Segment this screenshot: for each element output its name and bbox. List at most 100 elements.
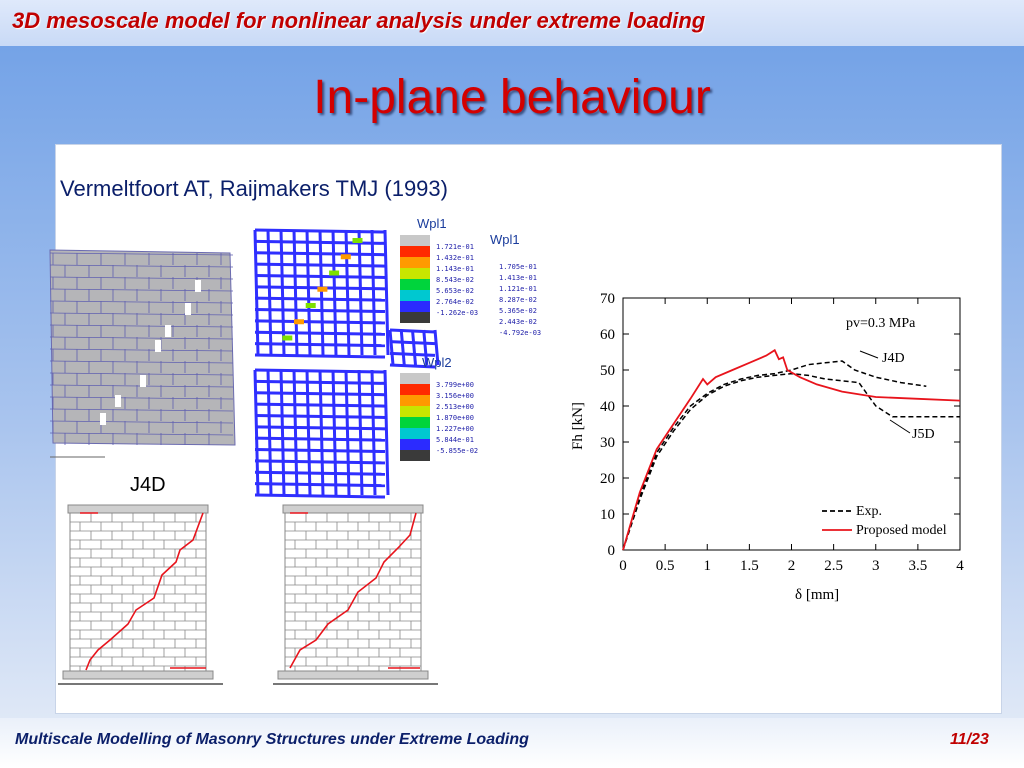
legend-value: 8.543e-02 bbox=[436, 276, 474, 284]
mesh-column bbox=[292, 229, 299, 356]
deformed-wall-figure bbox=[49, 249, 236, 458]
legend-swatch bbox=[400, 406, 430, 417]
series-line bbox=[622, 360, 927, 551]
x-tick-label: 1.5 bbox=[740, 558, 759, 574]
legend-value: 1.705e-01 bbox=[499, 263, 537, 271]
bed-joint bbox=[49, 324, 234, 328]
base-beam bbox=[62, 670, 214, 680]
bed-joint bbox=[49, 372, 234, 376]
y-tick-label: 10 bbox=[600, 507, 615, 523]
top-beam bbox=[282, 504, 424, 514]
legend-value: 2.513e+00 bbox=[436, 403, 474, 411]
legend-swatch bbox=[400, 312, 430, 323]
slide-title: In-plane behaviour bbox=[313, 71, 711, 124]
bed-joint bbox=[49, 360, 234, 364]
mesh-column bbox=[344, 229, 351, 356]
crack-gap bbox=[155, 340, 161, 352]
y-tick-label: 50 bbox=[600, 363, 615, 379]
bed-joint bbox=[49, 264, 234, 268]
header-title: 3D mesoscale model for nonlinear analysi… bbox=[12, 8, 706, 33]
bed-joint bbox=[49, 300, 234, 304]
mesh-column bbox=[279, 369, 286, 496]
mesh-column bbox=[292, 369, 299, 496]
damage-band bbox=[340, 254, 351, 260]
mesh-column bbox=[399, 329, 406, 366]
legend-value: 3.799e+00 bbox=[436, 381, 474, 389]
x-tick-label: 2 bbox=[788, 558, 796, 574]
page-number: 11/23 bbox=[950, 731, 989, 748]
legend-swatch bbox=[400, 246, 430, 257]
mesh-column bbox=[331, 369, 338, 496]
mesh-column bbox=[266, 369, 273, 496]
wall-label-j4d: J4D bbox=[130, 474, 166, 496]
y-tick-label: 0 bbox=[608, 543, 616, 559]
legend-value: -1.262e-03 bbox=[436, 309, 478, 317]
damage-band bbox=[329, 270, 340, 276]
legend-value: 1.413e-01 bbox=[499, 274, 537, 282]
x-tick-label: 1 bbox=[704, 558, 712, 574]
mesh-row bbox=[254, 482, 386, 488]
legend-value: 5.844e-01 bbox=[436, 436, 474, 444]
bed-joint bbox=[49, 348, 234, 352]
wall-outline bbox=[49, 249, 236, 446]
legend-label: Exp. bbox=[856, 504, 882, 519]
damage-band bbox=[294, 319, 304, 325]
damage-band bbox=[317, 286, 328, 292]
mesh-row bbox=[254, 470, 386, 476]
mesh-row bbox=[254, 308, 386, 314]
contour-plots-figure: Wpl1 Wpl1 Wpl2 1.721e-01 1.432e-01 1.143e-… bbox=[253, 216, 541, 499]
legend-swatch bbox=[400, 450, 430, 461]
mesh-row bbox=[254, 342, 386, 348]
y-tick-label: 30 bbox=[600, 435, 615, 451]
mesh-row bbox=[254, 330, 386, 336]
mesh-column bbox=[357, 229, 364, 356]
mesh-column bbox=[318, 369, 325, 496]
bed-joint bbox=[49, 432, 234, 436]
curve-label-j4d: J4D bbox=[882, 351, 905, 366]
crack-gap bbox=[165, 325, 171, 337]
mesh-column bbox=[318, 229, 325, 356]
mesh-column bbox=[388, 329, 395, 366]
legend-swatch bbox=[400, 257, 430, 268]
x-tick-label: 3 bbox=[872, 558, 880, 574]
series-line bbox=[622, 348, 961, 551]
mesh-column bbox=[433, 329, 440, 366]
wall-panel bbox=[69, 512, 207, 672]
mesh-column bbox=[344, 369, 351, 496]
crack-gap bbox=[115, 395, 121, 407]
footer-title: Multiscale Modelling of Masonry Structur… bbox=[15, 731, 529, 748]
legend-swatch bbox=[400, 268, 430, 279]
legend-value: -4.792e-03 bbox=[499, 329, 541, 337]
crack-gap bbox=[185, 303, 191, 315]
legend-swatch bbox=[400, 279, 430, 290]
x-tick-label: 4 bbox=[956, 558, 964, 574]
legend-value: 2.764e-02 bbox=[436, 298, 474, 306]
y-tick-label: 40 bbox=[600, 399, 615, 415]
bed-joint bbox=[49, 396, 234, 400]
legend-label: Proposed model bbox=[856, 523, 947, 538]
legend-value: 1.432e-01 bbox=[436, 254, 474, 262]
crack-gap bbox=[100, 413, 106, 425]
legend-swatch bbox=[400, 428, 430, 439]
damage-band bbox=[305, 303, 316, 308]
mesh-column bbox=[383, 229, 390, 356]
base-beam bbox=[277, 670, 429, 680]
damage-band bbox=[282, 335, 293, 341]
y-tick-label: 60 bbox=[600, 327, 615, 343]
legend-value: 5.365e-02 bbox=[499, 307, 537, 315]
legend-value: -5.855e-02 bbox=[436, 447, 478, 455]
mesh-row bbox=[254, 296, 386, 302]
x-tick-label: 2.5 bbox=[824, 558, 843, 574]
legend-value: 5.653e-02 bbox=[436, 287, 474, 295]
mesh-row bbox=[254, 436, 386, 442]
y-tick-label: 70 bbox=[600, 291, 615, 307]
x-tick-label: 3.5 bbox=[909, 558, 928, 574]
bed-joint bbox=[49, 420, 234, 424]
x-tick-label: 0.5 bbox=[656, 558, 675, 574]
mesh-column bbox=[370, 369, 377, 496]
header-bar: 3D mesoscale model for nonlinear analysi… bbox=[0, 0, 1024, 46]
mesh-column bbox=[305, 229, 312, 356]
series-line bbox=[622, 372, 960, 551]
legend-value: 1.721e-01 bbox=[436, 243, 474, 251]
bed-joint bbox=[49, 336, 234, 340]
